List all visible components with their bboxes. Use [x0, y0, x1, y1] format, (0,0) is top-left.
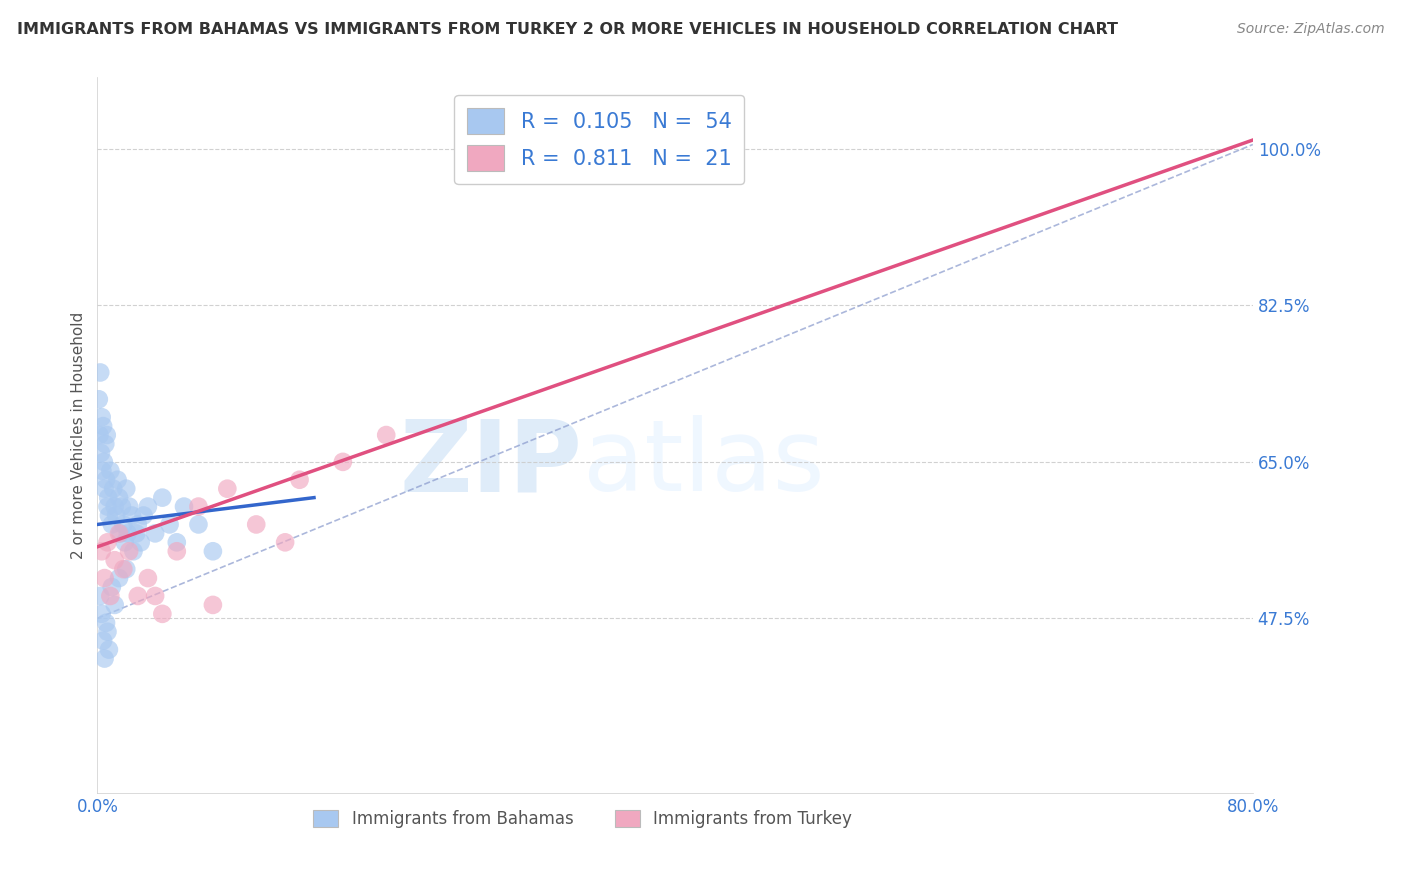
Point [114, 535, 136, 549]
Point [112, 562, 135, 576]
Point [96, 500, 118, 514]
Text: atlas: atlas [582, 415, 824, 512]
Point [125, 526, 148, 541]
Point [90, 446, 112, 460]
Point [96, 535, 118, 549]
Point [332, 455, 354, 469]
Point [127, 517, 149, 532]
Point [89, 428, 111, 442]
Point [93, 571, 115, 585]
Text: IMMIGRANTS FROM BAHAMAS VS IMMIGRANTS FROM TURKEY 2 OR MORE VEHICLES IN HOUSEHOL: IMMIGRANTS FROM BAHAMAS VS IMMIGRANTS FR… [17, 22, 1118, 37]
Y-axis label: 2 or more Vehicles in Household: 2 or more Vehicles in Household [72, 311, 86, 558]
Point [98, 589, 121, 603]
Point [87, 392, 110, 407]
Point [90, 410, 112, 425]
Point [104, 598, 127, 612]
Point [98, 464, 121, 478]
Point [166, 535, 188, 549]
Point [166, 544, 188, 558]
Point [121, 508, 143, 523]
Point [104, 500, 127, 514]
Text: ZIP: ZIP [399, 415, 582, 512]
Point [245, 517, 267, 532]
Point [150, 491, 173, 505]
Point [91, 419, 114, 434]
Point [159, 517, 181, 532]
Point [93, 651, 115, 665]
Legend: Immigrants from Bahamas, Immigrants from Turkey: Immigrants from Bahamas, Immigrants from… [307, 803, 859, 834]
Point [136, 571, 159, 585]
Point [187, 500, 209, 514]
Point [101, 580, 124, 594]
Point [122, 544, 145, 558]
Point [117, 526, 139, 541]
Point [97, 508, 120, 523]
Point [97, 491, 120, 505]
Point [101, 517, 124, 532]
Point [201, 544, 224, 558]
Point [143, 589, 166, 603]
Text: Source: ZipAtlas.com: Source: ZipAtlas.com [1237, 22, 1385, 37]
Point [274, 535, 297, 549]
Point [108, 491, 131, 505]
Point [96, 624, 118, 639]
Point [288, 473, 311, 487]
Point [118, 500, 141, 514]
Point [150, 607, 173, 621]
Point [375, 428, 398, 442]
Point [94, 473, 117, 487]
Point [105, 508, 128, 523]
Point [110, 526, 132, 541]
Point [201, 598, 224, 612]
Point [90, 544, 112, 558]
Point [107, 473, 129, 487]
Point [96, 428, 118, 442]
Point [103, 482, 125, 496]
Point [173, 500, 195, 514]
Point [90, 607, 112, 621]
Point [187, 517, 209, 532]
Point [136, 500, 159, 514]
Point [93, 482, 115, 496]
Point [108, 526, 131, 541]
Point [104, 553, 127, 567]
Point [91, 464, 114, 478]
Point [129, 535, 152, 549]
Point [94, 615, 117, 630]
Point [115, 482, 138, 496]
Point [89, 366, 111, 380]
Point [91, 633, 114, 648]
Point [143, 526, 166, 541]
Point [111, 500, 134, 514]
Point [217, 482, 239, 496]
Point [97, 642, 120, 657]
Point [132, 508, 155, 523]
Point [94, 437, 117, 451]
Point [93, 455, 115, 469]
Point [112, 517, 135, 532]
Point [115, 562, 138, 576]
Point [89, 589, 111, 603]
Point [118, 544, 141, 558]
Point [127, 589, 149, 603]
Point [108, 571, 131, 585]
